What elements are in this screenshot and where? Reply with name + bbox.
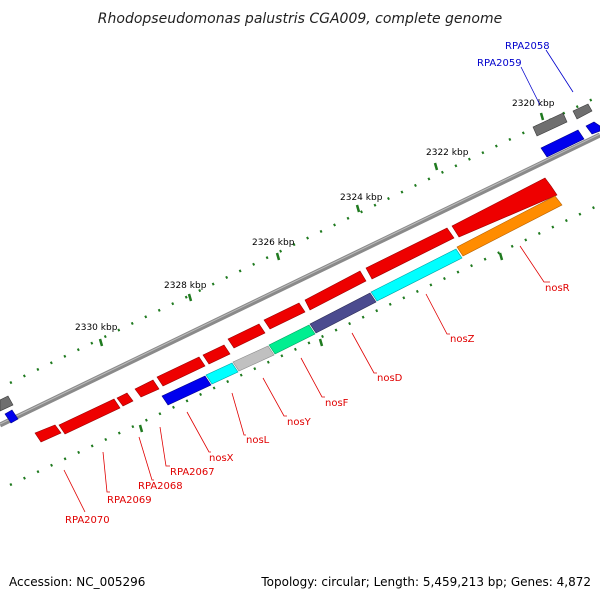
scale-ticks: 2320 kbp 2322 kbp 2324 kbp 2326 kbp 2328… xyxy=(75,99,555,433)
cog-feature-rpa2059[interactable] xyxy=(540,129,585,158)
cog-feature-rpa2058[interactable] xyxy=(585,121,600,135)
leader-rpa2067 xyxy=(159,426,170,467)
gene-feature-rpa2058[interactable] xyxy=(572,103,593,120)
gene-label-nosY[interactable]: nosY xyxy=(287,417,312,428)
gene-label-nosL[interactable]: nosL xyxy=(246,435,270,446)
gene-feature-nosY[interactable] xyxy=(227,323,266,349)
gene-feature-rpa2059[interactable] xyxy=(532,112,568,137)
backbone-group xyxy=(0,132,600,428)
tick-mark-2328 xyxy=(187,293,193,302)
gene-label-nosX[interactable]: nosX xyxy=(209,453,234,464)
leader-nosR xyxy=(519,245,550,283)
tick-label-2326: 2326 kbp xyxy=(252,238,295,248)
gene-label-rpa2059[interactable]: RPA2059 xyxy=(477,58,522,69)
gene-feature-nosD[interactable] xyxy=(304,270,367,311)
tick-mark-lower-1 xyxy=(138,424,144,433)
topology-text: Topology: circular; Length: 5,459,213 bp… xyxy=(260,575,591,589)
gene-feature-nosX[interactable] xyxy=(156,356,206,387)
cog-feature-nosY[interactable] xyxy=(232,345,275,372)
gene-label-rpa2067[interactable]: RPA2067 xyxy=(170,467,215,478)
accession-text: Accession: NC_005296 xyxy=(9,575,145,589)
gene-feature-rpa2067[interactable] xyxy=(134,379,160,398)
lower-tick-track xyxy=(9,205,596,487)
features-cog-track xyxy=(4,121,600,424)
cog-feature-nosR[interactable] xyxy=(456,195,563,257)
gene-label-nosF[interactable]: nosF xyxy=(325,398,349,409)
tick-label-2320: 2320 kbp xyxy=(512,99,555,109)
map-title: Rhodopseudomonas palustris CGA009, compl… xyxy=(98,11,502,27)
gene-feature-nosZ[interactable] xyxy=(365,227,455,280)
tick-mark-2326 xyxy=(275,252,281,261)
gene-feature-rpa2068[interactable] xyxy=(116,392,134,407)
gene-feature-rpa2069[interactable] xyxy=(58,398,121,435)
tick-label-2330: 2330 kbp xyxy=(75,323,118,333)
tick-mark-2322 xyxy=(433,162,439,171)
leader-nosD xyxy=(351,332,377,374)
label-leaders xyxy=(63,49,574,513)
gene-label-rpa2058[interactable]: RPA2058 xyxy=(505,41,550,52)
tick-label-2328: 2328 kbp xyxy=(164,281,207,291)
gene-label-nosD[interactable]: nosD xyxy=(377,373,403,384)
leader-nosF xyxy=(300,357,325,398)
leader-nosY xyxy=(262,377,287,417)
leader-rpa2070 xyxy=(63,469,86,513)
tick-mark-2324 xyxy=(355,204,361,213)
tick-label-2322: 2322 kbp xyxy=(426,148,469,158)
tick-mark-2320 xyxy=(539,112,545,121)
gene-feature-nosF[interactable] xyxy=(263,302,306,330)
features-top-track xyxy=(0,103,593,443)
leader-nosX xyxy=(186,411,211,453)
tick-mark-lower-2 xyxy=(318,338,324,347)
gene-label-rpa2069[interactable]: RPA2069 xyxy=(107,495,152,506)
leader-rpa2069 xyxy=(102,451,110,493)
gene-label-nosR[interactable]: nosR xyxy=(545,283,570,294)
gene-feature-rpa2070[interactable] xyxy=(34,424,62,443)
gene-labels: RPA2058 RPA2059 nosR nosZ nosD nosF nosY… xyxy=(65,41,570,526)
leader-rpa2068 xyxy=(138,436,154,481)
leader-rpa2059 xyxy=(520,66,541,106)
cog-feature-nosL[interactable] xyxy=(205,362,239,385)
gene-label-nosZ[interactable]: nosZ xyxy=(450,334,475,345)
genome-backbone-highlight xyxy=(0,133,600,425)
leader-nosL xyxy=(231,392,246,436)
gene-feature-nosL[interactable] xyxy=(202,344,231,365)
gene-feature-nosR[interactable] xyxy=(451,177,558,238)
tick-mark-lower-3 xyxy=(498,252,504,261)
cog-feature-nosX[interactable] xyxy=(161,375,212,406)
tick-label-2324: 2324 kbp xyxy=(340,193,383,203)
cog-feature-nosD[interactable] xyxy=(309,292,377,334)
gene-feature-left-grey[interactable] xyxy=(0,395,14,412)
gene-label-rpa2068[interactable]: RPA2068 xyxy=(138,481,183,492)
tick-mark-2330 xyxy=(98,338,104,347)
cog-feature-left-blue[interactable] xyxy=(4,409,19,424)
cog-feature-nosZ[interactable] xyxy=(370,248,463,302)
leader-nosZ xyxy=(425,293,450,335)
leader-rpa2058 xyxy=(545,49,574,93)
cog-feature-nosF[interactable] xyxy=(268,324,316,355)
genome-backbone xyxy=(0,132,600,428)
gene-label-rpa2070[interactable]: RPA2070 xyxy=(65,515,110,526)
